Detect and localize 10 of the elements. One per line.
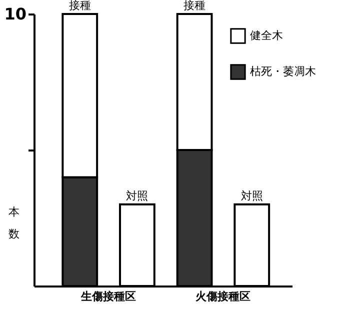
y-axis-title: 本数 xyxy=(8,206,20,241)
text: 生傷接種区 xyxy=(80,290,136,303)
y-tick-label: 10 xyxy=(4,4,26,24)
x-tick-label: 対照 xyxy=(126,189,148,202)
legend-label: 健全木 xyxy=(250,29,283,42)
text: 火傷接種区 xyxy=(196,290,251,303)
x-tick-label: 接種 xyxy=(184,0,206,12)
legend-label: 枯死・萎凋木 xyxy=(250,65,316,78)
x-tick-label: 対照 xyxy=(240,189,263,202)
x-tick-label: 接種 xyxy=(68,0,91,12)
